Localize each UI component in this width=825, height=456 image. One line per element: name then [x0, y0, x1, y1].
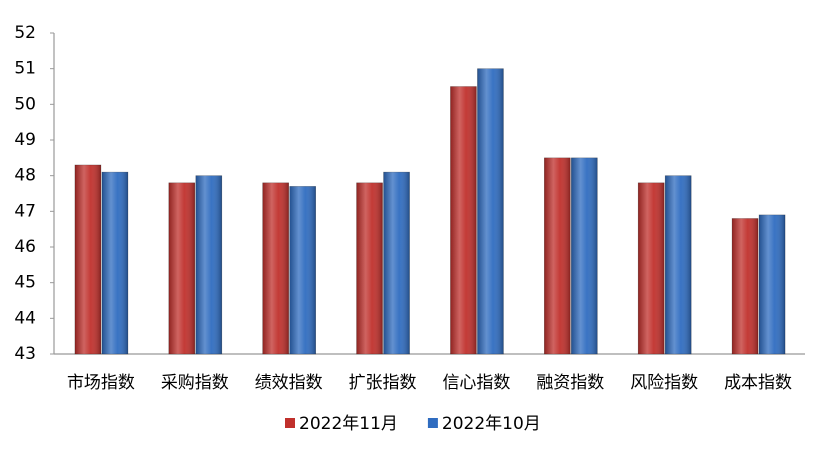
legend-label: 2022年10月 — [442, 414, 541, 434]
y-tick-label: 44 — [14, 308, 36, 328]
bar — [383, 171, 410, 355]
y-tick-label: 52 — [14, 23, 36, 43]
legend-label: 2022年11月 — [299, 414, 398, 434]
bar — [195, 175, 223, 355]
x-tick-label: 信心指数 — [442, 373, 510, 393]
x-tick-label: 成本指数 — [724, 373, 792, 393]
y-tick-label: 43 — [14, 344, 36, 364]
bar — [544, 157, 571, 355]
bar — [74, 164, 102, 355]
bar — [262, 182, 289, 355]
y-tick-label: 49 — [14, 130, 36, 150]
bar — [356, 182, 383, 355]
x-tick-label: 绩效指数 — [255, 373, 323, 393]
legend-swatch — [285, 418, 295, 428]
x-tick-label: 采购指数 — [161, 373, 229, 393]
bar — [731, 218, 759, 355]
bar — [101, 171, 129, 355]
y-tick-label: 46 — [14, 237, 36, 257]
y-tick-label: 45 — [14, 273, 36, 293]
bar — [450, 86, 477, 355]
y-tick-label: 50 — [14, 94, 36, 114]
y-tick-label: 51 — [14, 59, 36, 79]
bar — [168, 182, 196, 355]
bar — [289, 186, 316, 355]
bar — [477, 68, 504, 355]
bar — [571, 157, 598, 355]
legend-swatch — [427, 418, 438, 428]
bar — [758, 214, 786, 355]
bar — [637, 182, 665, 355]
x-tick-label: 扩张指数 — [349, 373, 417, 393]
x-tick-label: 风险指数 — [630, 373, 698, 393]
x-tick-label: 融资指数 — [536, 373, 604, 393]
x-tick-label: 市场指数 — [67, 373, 135, 393]
y-tick-label: 47 — [14, 201, 36, 221]
y-tick-label: 48 — [14, 166, 36, 186]
bar — [664, 175, 692, 355]
